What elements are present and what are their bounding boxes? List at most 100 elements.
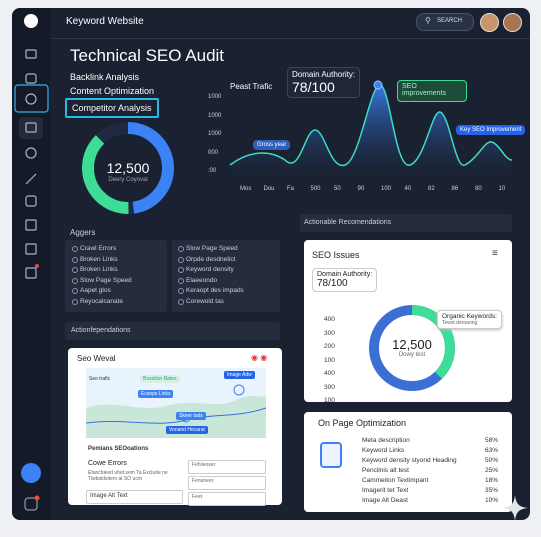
input[interactable]: Feet [188,492,266,506]
row-label: Keyword density styond Heading [362,457,457,464]
traffic-chart [229,80,513,180]
keywords-callout: Organic Keywords: Tewst deroanng [437,310,502,329]
y-label: 400 [324,316,335,323]
description: Etancbieed uhet.sem Ta Exclude ne Tiwbal… [88,470,168,482]
section-title: Pemians SEOoations [88,446,149,452]
menu-item[interactable]: Competitor Analysis [65,98,159,118]
menu-item[interactable]: Content Optimization [70,86,155,96]
issues-title: Aggers [70,228,96,237]
icon[interactable] [25,73,37,84]
donut [82,122,174,214]
x-label: 80 [475,186,482,192]
input[interactable]: Fenuneer [188,476,266,490]
icon[interactable] [25,122,37,133]
input[interactable]: Fefsleoser [188,460,266,474]
x-label: Dou [263,186,275,192]
issue-item: Elaeeondo [178,277,217,284]
recommendations-left-title: Actionfependations [71,327,131,334]
icon[interactable] [25,93,37,105]
icon[interactable] [25,49,37,59]
x-label: 40 [404,186,412,192]
x-label: 500 [310,186,321,192]
icon[interactable] [24,497,38,511]
traffic-line [229,84,513,166]
sparkle [502,495,528,521]
field[interactable]: Image Alt Text [86,490,183,504]
row-label: Imagerit tet Text [362,487,409,494]
donut-label: Deery Coyoval [108,177,148,183]
card-title: On Page Optimization [318,418,407,428]
icon[interactable] [25,267,37,279]
y-label: 1000 [208,112,222,119]
donut-value: 12,500 [106,160,150,176]
seo-eval-card: Seo Weval ◉ ◉ Pemians SEOoations Cowe Er… [68,348,282,506]
x-label: 100 [381,186,392,192]
issue-item: Aapet glos [72,287,111,294]
issue-item: Corewold tas [178,298,224,305]
row-label: Cammeiton Textimpant [362,477,429,484]
issue-item: Orpde desdnetict [178,256,236,263]
key-callout: Key SEO Improvement [456,125,526,135]
issues-right [172,240,280,312]
recommendations-bar: Actionable Recomendations [300,214,512,232]
authority-label: Domain Authority: [292,70,356,79]
y-label: 100 [324,356,335,364]
issue-item: Broken Links [72,266,118,273]
app-name: Keyword Website [66,16,144,27]
row-value: 63% [484,447,498,454]
x-label: 86 [451,186,459,192]
donut-label: Dowy test [398,352,426,358]
avatar[interactable] [480,13,499,32]
chart-label: Vonand Hecarat [166,426,208,434]
y-label: 300 [324,329,335,337]
icon[interactable] [25,195,37,207]
sidebar-icons [14,14,49,511]
subtitle: Cowe Errors [88,460,127,467]
card-title: Seo Weval [77,354,116,363]
y-label: 1000 [208,94,222,100]
growth-callout: Gross year [253,140,291,150]
row-value: 18% [484,477,498,484]
issue-item: Reyocalcanate [72,298,123,305]
search[interactable]: ⚲ SEARCH [416,13,474,31]
issue-item: Slow Page Speed [72,277,132,284]
field-label: Image Alt Text [90,493,128,499]
on-page-card: On Page Optimization Meta description 58%… [304,412,512,512]
chart-label: Skeer tads [176,412,206,420]
issue-item: Broken Links [72,256,118,263]
issues-left [65,240,167,312]
logo [24,14,38,28]
row-value: 50% [484,457,498,464]
chart-title: Peast Trafic [230,82,273,91]
x-label: 10 [498,186,506,192]
chart-label: Bosolion Rates [140,375,180,383]
chart-label: Image Adw [224,371,255,379]
chart-label: Seo trafic [89,376,111,382]
row-label: Keyword Links [362,447,405,454]
x-label: Mos [240,186,252,192]
card-title: SEO Issues [312,250,360,260]
issue-item: Slow Page Speed [178,245,238,252]
keywords-sub: Tewst deroanng [442,320,478,326]
x-label: 90 [357,186,365,192]
x-label: Fa [287,186,295,192]
recommendations-title: Actionable Recomendations [304,219,392,226]
page-title: Technical SEO Audit [70,46,225,65]
active-icon[interactable] [14,84,49,113]
authority-value: 78/100 [317,278,348,289]
icon[interactable] [25,147,37,159]
row-label: Pencilnis alt test [362,467,409,474]
row-value: 58% [484,437,498,444]
y-label: 1000 [208,131,222,137]
menu-item[interactable]: Backlink Analysis [70,72,140,82]
x-label: 50 [334,186,341,192]
icon[interactable] [25,219,37,231]
y-label: 300 [324,383,335,391]
assistant-button[interactable] [21,463,41,483]
row-value: 35% [484,487,498,494]
icon[interactable] [25,173,37,185]
icon[interactable] [25,243,37,255]
y-label: 100 [324,397,335,404]
avatar[interactable] [503,13,522,32]
authority-box: Domain Authority: 78/100 [312,268,378,292]
